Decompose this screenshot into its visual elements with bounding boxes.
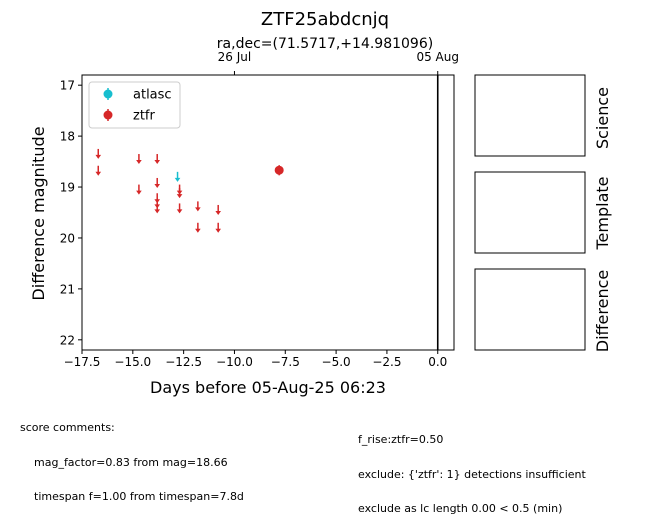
legend-marker xyxy=(103,89,113,99)
score-comment-line: mag_factor=0.83 from mag=18.66 xyxy=(34,455,228,469)
x-tick-label: −17.5 xyxy=(64,355,101,369)
top-axis-tick-label: 05 Aug xyxy=(416,50,459,64)
upper-limit-arrowhead xyxy=(136,190,142,195)
upper-limit-arrowhead xyxy=(154,209,161,214)
legend-label: ztfr xyxy=(133,109,155,124)
x-tick-label: −7.5 xyxy=(271,355,300,369)
science-panel xyxy=(474,74,586,157)
x-axis-label: Days before 05-Aug-25 06:23 xyxy=(150,378,386,397)
y-tick-label: 19 xyxy=(60,181,75,195)
y-tick-label: 20 xyxy=(60,231,75,245)
upper-limit-arrowhead xyxy=(154,160,161,165)
upper-limit-arrowhead xyxy=(176,194,183,199)
chart-title: ZTF25abdcnjq xyxy=(261,9,389,30)
y-tick-label: 21 xyxy=(60,282,75,296)
upper-limit-arrowhead xyxy=(95,171,102,176)
legend-label: atlasc xyxy=(133,88,172,103)
x-tick-label: −15.0 xyxy=(114,355,151,369)
x-tick-label: 0.0 xyxy=(428,355,447,369)
upper-limit-arrowhead xyxy=(195,228,201,233)
x-tick-label: −2.5 xyxy=(372,355,401,369)
science-label: Science xyxy=(593,87,612,149)
plot-area: −17.5 −15.0 −12.5 −10.0 −7.5 −5.0 −2.5 0.0 17 18 1… xyxy=(29,50,459,397)
upper-limit-arrowhead xyxy=(176,209,183,214)
difference-label: Difference xyxy=(593,270,612,352)
chart-subtitle: ra,dec=(71.5717,+14.981096) xyxy=(217,36,433,52)
x-tick-label: −5.0 xyxy=(322,355,351,369)
score-comment-line: exclude: {'ztfr': 1} detections insuffic… xyxy=(358,467,586,481)
detection-point xyxy=(274,165,284,175)
score-comment-line: timespan f=1.00 from timespan=7.8d xyxy=(34,490,244,503)
x-tick-label: −12.5 xyxy=(165,355,202,369)
plot-frame xyxy=(81,74,455,351)
template-panel xyxy=(474,171,586,254)
difference-panel xyxy=(474,268,586,351)
x-tick-label: −10.0 xyxy=(216,355,253,369)
y-tick-label: 18 xyxy=(60,130,75,144)
score-comments-header: score comments: xyxy=(20,421,115,434)
legend-marker xyxy=(103,110,113,120)
top-axis-tick-label: 26 Jul xyxy=(218,50,252,64)
upper-limit-arrowhead xyxy=(136,160,142,165)
score-comments-right: f_rise:ztfr=0.50 exclude: {'ztfr': 1} de… xyxy=(358,411,586,526)
upper-limit-arrowhead xyxy=(195,207,201,212)
y-axis-label: Difference magnitude xyxy=(29,126,48,300)
figure: ZTF25abdcnjq ra,dec=(71.5717,+14.981096)… xyxy=(29,9,612,397)
score-comments-left: score comments: mag_factor=0.83 from mag… xyxy=(20,399,244,514)
upper-limit-arrowhead xyxy=(174,177,181,182)
upper-limit-arrowhead xyxy=(215,210,221,215)
y-tick-label: 22 xyxy=(60,333,75,347)
upper-limit-arrowhead xyxy=(95,154,102,159)
score-comment-line: f_rise:ztfr=0.50 xyxy=(358,433,444,446)
template-label: Template xyxy=(593,176,612,250)
score-comment-line: exclude as lc length 0.00 < 0.5 (min) xyxy=(358,502,563,515)
upper-limit-arrowhead xyxy=(215,228,221,233)
y-tick-label: 17 xyxy=(60,79,75,93)
upper-limit-arrowhead xyxy=(154,183,161,188)
